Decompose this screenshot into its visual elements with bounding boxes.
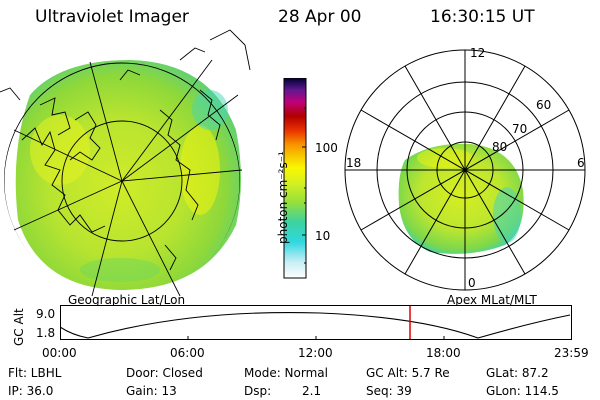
dsp-value: 2.1 xyxy=(302,384,322,398)
instrument-title: Ultraviolet Imager xyxy=(35,7,189,27)
gc-alt-status: GC Alt: 5.7 Re xyxy=(366,366,450,380)
glat-status: GLat: 87.2 xyxy=(486,366,549,380)
gain-status: Gain: 13 xyxy=(126,384,177,398)
mlt-label-0: 0 xyxy=(468,276,476,290)
mlat-label-80: 80 xyxy=(492,140,508,154)
colorbar xyxy=(283,78,307,279)
geo-auroral-disk xyxy=(15,60,242,290)
door-status: Door: Closed xyxy=(126,366,203,380)
colorbar-tick-10: 10 xyxy=(315,229,331,243)
mlat-label-60: 60 xyxy=(536,98,552,112)
alt-tick-9: 9.0 xyxy=(36,307,56,321)
altitude-curve xyxy=(60,311,571,339)
ip-status: IP: 36.0 xyxy=(8,384,54,398)
geo-coastlines xyxy=(0,29,251,271)
seq-status: Seq: 39 xyxy=(366,384,412,398)
mlt-label-12: 12 xyxy=(470,46,486,60)
colorbar-title: photon cm⁻²s⁻¹ xyxy=(276,151,290,244)
colorbar-tick-100: 100 xyxy=(315,141,338,155)
polar-label: Apex MLat/MLT xyxy=(447,293,537,307)
time-tick-0000: 00:00 xyxy=(42,346,77,360)
mode-status: Mode: Normal xyxy=(244,366,328,380)
alt-tick-1-8: 1.8 xyxy=(36,326,56,340)
filter-status: Flt: LBHL xyxy=(8,366,62,380)
dsp-label: Dsp: xyxy=(244,384,272,398)
geo-graticule xyxy=(4,59,243,298)
date-label: 28 Apr 00 xyxy=(278,7,362,27)
time-tick-1200: 12:00 xyxy=(298,346,333,360)
mlt-label-18: 18 xyxy=(346,156,362,170)
geographic-image xyxy=(0,29,251,298)
time-tick-1800: 18:00 xyxy=(426,346,461,360)
altitude-track-plot xyxy=(60,305,572,340)
polar-auroral-oval xyxy=(398,143,524,254)
mlt-label-6: 6 xyxy=(577,156,585,170)
mlat-label-70: 70 xyxy=(512,122,528,136)
time-label: 16:30:15 UT xyxy=(430,7,535,27)
gc-alt-axis-label: GC Alt xyxy=(12,308,26,346)
polar-plot xyxy=(344,49,586,291)
glon-status: GLon: 114.5 xyxy=(486,384,559,398)
time-tick-0600: 06:00 xyxy=(170,346,205,360)
geographic-label: Geographic Lat/Lon xyxy=(68,293,186,307)
time-tick-2359: 23:59 xyxy=(554,346,589,360)
